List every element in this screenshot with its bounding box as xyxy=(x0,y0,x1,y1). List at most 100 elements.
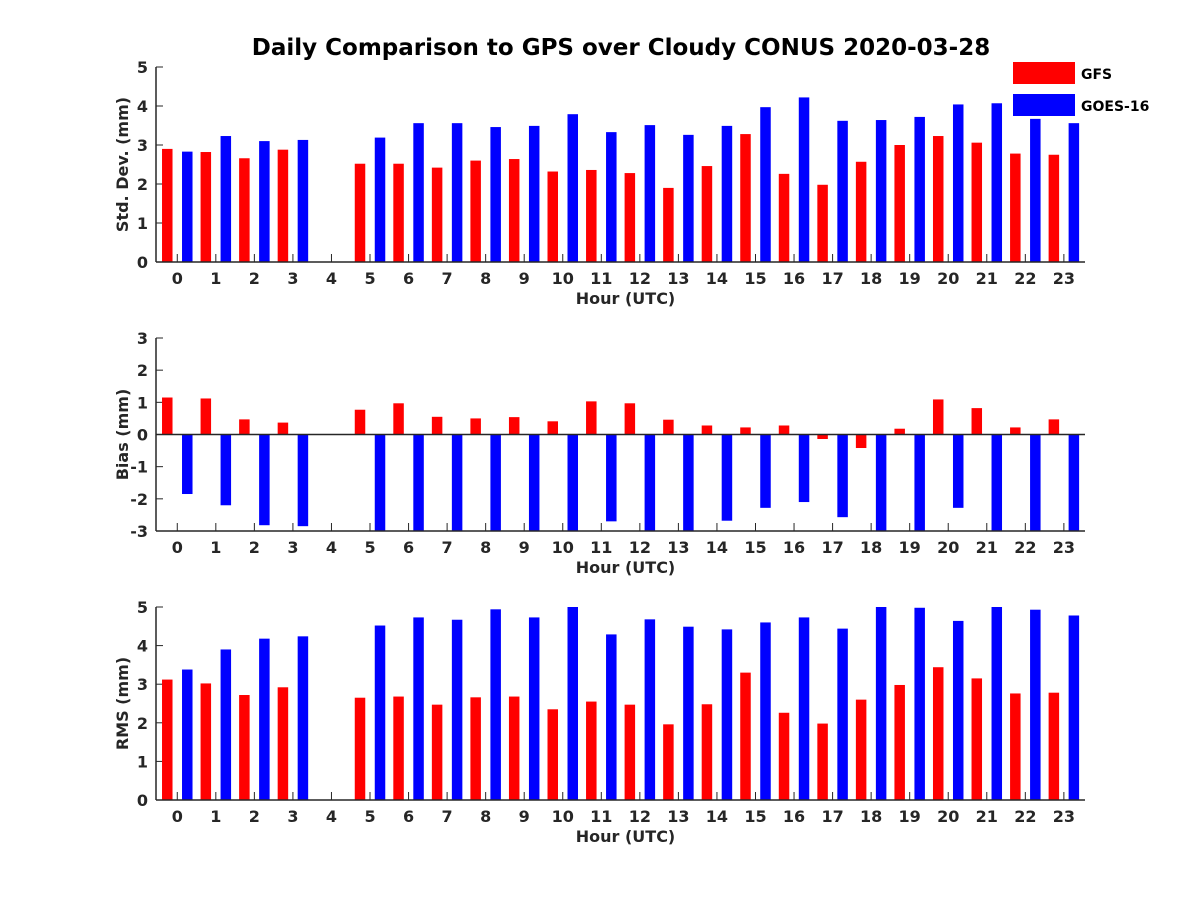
bar-gfs-hour-6 xyxy=(393,696,404,800)
y-tick-label: 5 xyxy=(137,58,148,77)
y-tick-label: 2 xyxy=(137,361,148,380)
x-tick-label: 10 xyxy=(552,269,574,288)
x-tick-label: 7 xyxy=(442,807,453,826)
x-tick-label: 0 xyxy=(172,807,183,826)
x-tick-label: 3 xyxy=(287,269,298,288)
bar-gfs-hour-1 xyxy=(200,683,212,800)
x-axis-label: Hour (UTC) xyxy=(576,827,676,846)
bar-gfs-hour-3 xyxy=(277,687,289,800)
bar-goes-16-hour-0 xyxy=(182,434,193,495)
bar-goes-16-hour-6 xyxy=(413,434,424,531)
bar-gfs-hour-19 xyxy=(894,684,905,800)
bar-goes-16-hour-17 xyxy=(837,628,848,800)
bar-gfs-hour-14 xyxy=(701,704,713,800)
bar-goes-16-hour-3 xyxy=(297,434,309,527)
bar-gfs-hour-7 xyxy=(431,704,443,800)
bar-gfs-hour-5 xyxy=(354,409,366,435)
bar-goes-16-hour-5 xyxy=(374,625,386,800)
x-tick-label: 11 xyxy=(590,269,612,288)
x-tick-label: 19 xyxy=(899,538,921,557)
bar-gfs-hour-3 xyxy=(277,422,289,435)
x-tick-label: 12 xyxy=(629,538,651,557)
bar-goes-16-hour-16 xyxy=(798,97,810,262)
x-tick-label: 18 xyxy=(860,269,882,288)
x-tick-label: 8 xyxy=(480,269,491,288)
x-tick-label: 1 xyxy=(210,807,221,826)
bar-gfs-hour-1 xyxy=(200,152,212,262)
bar-gfs-hour-6 xyxy=(393,163,404,262)
x-tick-label: 9 xyxy=(519,807,530,826)
bar-gfs-hour-13 xyxy=(663,724,674,800)
x-tick-label: 14 xyxy=(706,269,728,288)
bar-gfs-hour-13 xyxy=(663,187,674,262)
x-tick-label: 22 xyxy=(1014,538,1036,557)
y-tick-label: 1 xyxy=(137,393,148,412)
x-tick-label: 17 xyxy=(821,807,843,826)
x-tick-label: 16 xyxy=(783,269,805,288)
x-tick-label: 1 xyxy=(210,269,221,288)
bar-goes-16-hour-3 xyxy=(297,636,309,800)
x-tick-label: 15 xyxy=(744,538,766,557)
x-tick-label: 17 xyxy=(821,269,843,288)
bar-goes-16-hour-5 xyxy=(374,434,386,531)
bar-gfs-hour-13 xyxy=(663,419,674,435)
bar-goes-16-hour-11 xyxy=(606,132,617,262)
bar-gfs-hour-9 xyxy=(508,696,520,800)
y-tick-label: 3 xyxy=(137,675,148,694)
y-tick-label: 4 xyxy=(137,97,148,116)
x-tick-label: 3 xyxy=(287,538,298,557)
y-tick-label: 2 xyxy=(137,714,148,733)
x-tick-label: 21 xyxy=(976,538,998,557)
bar-goes-16-hour-7 xyxy=(451,123,463,262)
x-tick-label: 11 xyxy=(590,538,612,557)
x-tick-label: 6 xyxy=(403,807,414,826)
bar-gfs-hour-21 xyxy=(971,142,983,262)
x-tick-label: 22 xyxy=(1014,807,1036,826)
bar-gfs-hour-23 xyxy=(1048,419,1060,435)
legend-swatch-goes-16 xyxy=(1013,94,1075,116)
y-tick-label: 0 xyxy=(137,791,148,810)
chart-title: Daily Comparison to GPS over Cloudy CONU… xyxy=(252,35,990,61)
bar-goes-16-hour-1 xyxy=(220,434,232,506)
bar-gfs-hour-17 xyxy=(817,723,828,800)
y-tick-label: 4 xyxy=(137,637,148,656)
bar-gfs-hour-9 xyxy=(508,159,520,262)
bar-gfs-hour-16 xyxy=(778,173,790,262)
y-tick-label: -2 xyxy=(130,490,148,509)
x-tick-label: 20 xyxy=(937,269,959,288)
bar-gfs-hour-15 xyxy=(740,427,751,435)
bar-goes-16-hour-16 xyxy=(798,434,810,503)
bar-gfs-hour-20 xyxy=(932,667,944,800)
bar-goes-16-hour-22 xyxy=(1030,609,1041,800)
y-tick-label: 3 xyxy=(137,329,148,348)
legend-label-gfs: GFS xyxy=(1081,67,1112,83)
x-tick-label: 1 xyxy=(210,538,221,557)
x-tick-label: 21 xyxy=(976,807,998,826)
x-tick-label: 2 xyxy=(249,807,260,826)
bar-goes-16-hour-21 xyxy=(991,103,1003,263)
bar-gfs-hour-12 xyxy=(624,173,636,262)
x-tick-label: 23 xyxy=(1053,538,1075,557)
bar-gfs-hour-8 xyxy=(470,418,481,435)
x-tick-label: 8 xyxy=(480,538,491,557)
bar-gfs-hour-21 xyxy=(971,678,983,800)
bar-gfs-hour-5 xyxy=(354,163,366,262)
x-tick-label: 14 xyxy=(706,538,728,557)
bar-gfs-hour-7 xyxy=(431,416,443,435)
y-tick-label: 0 xyxy=(137,426,148,445)
bar-gfs-hour-20 xyxy=(932,136,944,262)
x-tick-label: 0 xyxy=(172,538,183,557)
x-tick-label: 4 xyxy=(326,807,337,826)
bar-goes-16-hour-13 xyxy=(683,134,694,262)
bar-gfs-hour-11 xyxy=(586,401,597,435)
bar-gfs-hour-18 xyxy=(855,161,867,262)
x-tick-label: 6 xyxy=(403,538,414,557)
bar-goes-16-hour-12 xyxy=(644,619,656,800)
x-tick-label: 2 xyxy=(249,538,260,557)
bar-goes-16-hour-15 xyxy=(760,434,771,508)
x-tick-label: 23 xyxy=(1053,807,1075,826)
bar-gfs-hour-17 xyxy=(817,434,828,439)
x-tick-label: 10 xyxy=(552,807,574,826)
